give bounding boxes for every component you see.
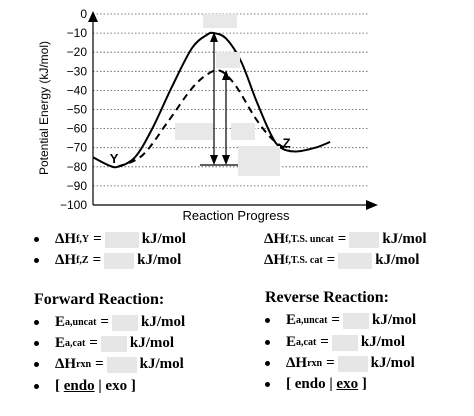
blank-dHf-ts-cat[interactable] [338,252,373,269]
q-dHf-ts-uncat: ΔH f,T.S. uncat = kJ/mol [264,231,427,248]
y-tick-label: −80 [67,160,88,174]
q-fwd-dHrxn: ΔH rxn = kJ/mol [34,356,184,373]
q-dHf-z: ΔH f,Z = kJ/mol [34,252,181,269]
answer-boxes [175,14,280,176]
point-label-y: Y [110,151,119,166]
blank-rev-ea-uncat[interactable] [342,312,369,329]
y-tick-label: −100 [60,198,87,212]
reverse-heading: Reverse Reaction: [265,289,389,306]
q-rev-dHrxn: ΔH rxn = kJ/mol [265,355,415,372]
y-axis-arrow [88,11,98,22]
y-tick-label: −40 [67,83,88,97]
blank-dHf-ts-uncat[interactable] [349,231,380,248]
y-tick-labels: 0 −10 −20 −30 −40 −50 −60 −70 −80 −90 −100 [60,7,87,212]
y-tick-label: −30 [67,64,88,78]
x-axis-label: Reaction Progress [183,208,290,223]
catalyzed-curve [117,69,292,168]
y-tick-label: −20 [67,45,88,59]
blank-rev-dHrxn[interactable] [337,355,368,372]
blank-fwd-dHrxn[interactable] [106,356,137,373]
forward-heading: Forward Reaction: [34,291,165,308]
fwd-endo-option[interactable]: endo [63,378,95,394]
y-tick-label: −10 [67,26,88,40]
q-dHf-y: ΔH f,Y = kJ/mol [34,231,186,248]
q-fwd-endo-exo: [ endo | exo ] [34,378,136,395]
uncatalyzed-curve [92,31,331,169]
q-dHf-ts-cat: ΔH f,T.S. cat = kJ/mol [264,252,420,269]
fwd-exo-option[interactable]: exo [105,378,128,394]
y-tick-label: −60 [67,122,88,136]
blank-fwd-ea-cat[interactable] [100,335,127,352]
blank-fwd-ea-uncat[interactable] [111,314,138,331]
energy-diagram: 0 −10 −20 −30 −40 −50 −60 −70 −80 −90 −100 Y Z Pot… [37,7,378,223]
point-label-z: Z [283,136,291,151]
y-tick-label: 0 [80,7,87,21]
grid-lines [93,13,368,187]
y-tick-label: −50 [67,103,88,117]
blank-dHf-z[interactable] [104,252,135,269]
energy-arrows [200,32,240,166]
blank-dHf-y[interactable] [104,231,139,248]
y-tick-label: −70 [67,141,88,155]
blank-rev-ea-cat[interactable] [331,334,358,351]
rev-endo-option[interactable]: endo [294,376,326,392]
y-tick-label: −90 [67,179,88,193]
rev-exo-option[interactable]: exo [336,376,359,392]
y-axis-label: Potential Energy (kJ/mol) [37,41,51,175]
q-rev-endo-exo: [ endo | exo ] [265,376,367,393]
x-axis-arrow [366,200,378,210]
